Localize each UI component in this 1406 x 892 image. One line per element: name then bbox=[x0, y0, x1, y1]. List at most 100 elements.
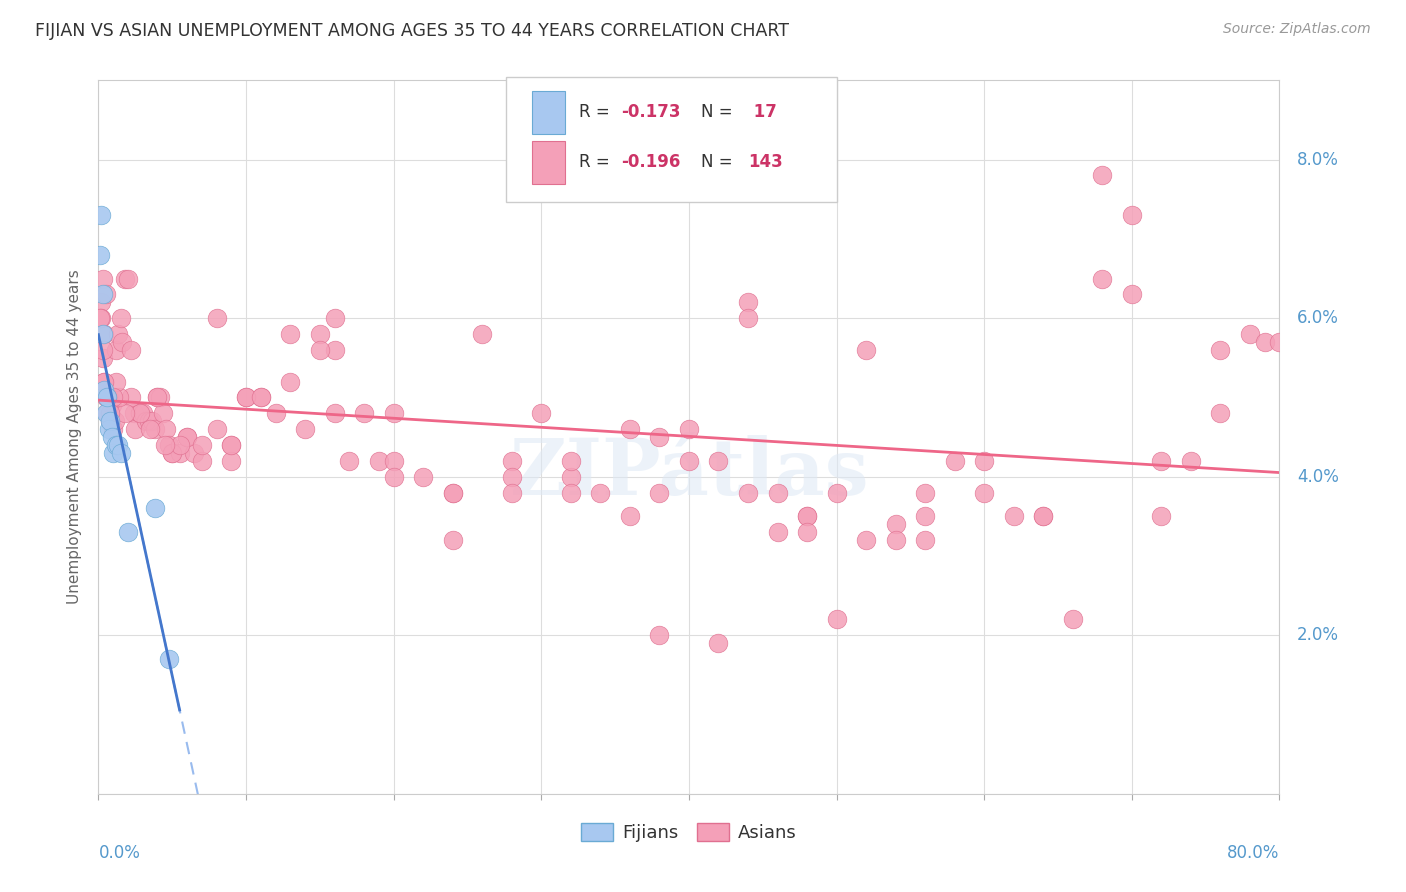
Point bbox=[766, 485, 789, 500]
Point bbox=[796, 525, 818, 540]
Point bbox=[1180, 454, 1202, 468]
Point bbox=[98, 406, 121, 420]
Point bbox=[1150, 454, 1173, 468]
Point bbox=[117, 271, 139, 285]
Point bbox=[560, 454, 582, 468]
Point bbox=[914, 509, 936, 524]
Point bbox=[943, 454, 966, 468]
Point bbox=[117, 525, 139, 540]
Point bbox=[323, 311, 346, 326]
Point bbox=[855, 533, 877, 548]
Point bbox=[176, 430, 198, 444]
Point bbox=[914, 533, 936, 548]
Point bbox=[221, 454, 243, 468]
Point bbox=[105, 343, 128, 357]
Point bbox=[94, 406, 117, 420]
Point bbox=[1209, 343, 1232, 357]
Point bbox=[94, 287, 117, 301]
Point bbox=[1121, 208, 1143, 222]
Legend: Fijians, Asians: Fijians, Asians bbox=[574, 815, 804, 849]
Point bbox=[157, 652, 180, 666]
Point bbox=[128, 406, 150, 420]
Point bbox=[280, 375, 302, 389]
Point bbox=[309, 343, 332, 357]
Point bbox=[143, 501, 166, 516]
Point bbox=[91, 351, 114, 365]
Point bbox=[90, 295, 112, 310]
Point bbox=[235, 391, 257, 405]
Point bbox=[90, 311, 112, 326]
Point bbox=[169, 446, 191, 460]
Point bbox=[157, 438, 180, 452]
Text: 80.0%: 80.0% bbox=[1227, 844, 1279, 862]
Point bbox=[191, 454, 214, 468]
Point bbox=[93, 375, 115, 389]
Point bbox=[294, 422, 316, 436]
Point bbox=[1032, 509, 1054, 524]
Point bbox=[737, 311, 759, 326]
Point bbox=[128, 406, 150, 420]
Point bbox=[90, 326, 112, 341]
Point bbox=[132, 406, 155, 420]
Point bbox=[368, 454, 391, 468]
Point bbox=[103, 422, 125, 436]
Point bbox=[1091, 271, 1114, 285]
Point bbox=[441, 485, 464, 500]
Point bbox=[120, 391, 142, 405]
Point bbox=[353, 406, 375, 420]
Point bbox=[796, 509, 818, 524]
Point bbox=[146, 391, 169, 405]
Point bbox=[120, 343, 142, 357]
FancyBboxPatch shape bbox=[506, 77, 837, 202]
Point bbox=[105, 438, 128, 452]
FancyBboxPatch shape bbox=[531, 91, 565, 134]
Point bbox=[501, 454, 523, 468]
Point bbox=[94, 391, 117, 405]
Point bbox=[105, 375, 128, 389]
Point bbox=[104, 414, 127, 428]
Point bbox=[98, 414, 121, 428]
Point bbox=[93, 326, 115, 341]
Point bbox=[560, 469, 582, 483]
Point bbox=[1121, 287, 1143, 301]
Point bbox=[96, 391, 118, 405]
Point bbox=[96, 391, 118, 405]
Point bbox=[648, 628, 671, 642]
Point bbox=[825, 612, 848, 626]
Point bbox=[648, 430, 671, 444]
Point bbox=[707, 454, 730, 468]
Point bbox=[100, 398, 122, 412]
Point bbox=[441, 485, 464, 500]
Point bbox=[89, 248, 111, 262]
Text: N =: N = bbox=[700, 153, 738, 171]
Point bbox=[103, 446, 125, 460]
Text: -0.173: -0.173 bbox=[621, 103, 681, 121]
Point bbox=[107, 326, 129, 341]
Point bbox=[264, 406, 287, 420]
Point bbox=[90, 208, 112, 222]
Text: 17: 17 bbox=[748, 103, 778, 121]
Point bbox=[89, 311, 111, 326]
Point bbox=[135, 414, 157, 428]
Point bbox=[98, 414, 121, 428]
Point bbox=[825, 485, 848, 500]
Point bbox=[250, 391, 273, 405]
Point bbox=[205, 422, 228, 436]
Point bbox=[707, 636, 730, 650]
Point bbox=[146, 391, 169, 405]
Point bbox=[973, 454, 995, 468]
Point bbox=[382, 469, 405, 483]
Point bbox=[114, 406, 136, 420]
Text: 143: 143 bbox=[748, 153, 783, 171]
Point bbox=[153, 438, 176, 452]
Point bbox=[93, 375, 115, 389]
Point bbox=[155, 422, 177, 436]
Y-axis label: Unemployment Among Ages 35 to 44 years: Unemployment Among Ages 35 to 44 years bbox=[67, 269, 83, 605]
Point bbox=[1239, 326, 1261, 341]
Point bbox=[884, 533, 907, 548]
Text: FIJIAN VS ASIAN UNEMPLOYMENT AMONG AGES 35 TO 44 YEARS CORRELATION CHART: FIJIAN VS ASIAN UNEMPLOYMENT AMONG AGES … bbox=[35, 22, 789, 40]
Point bbox=[122, 406, 145, 420]
Point bbox=[176, 430, 198, 444]
FancyBboxPatch shape bbox=[531, 141, 565, 184]
Point bbox=[235, 391, 257, 405]
